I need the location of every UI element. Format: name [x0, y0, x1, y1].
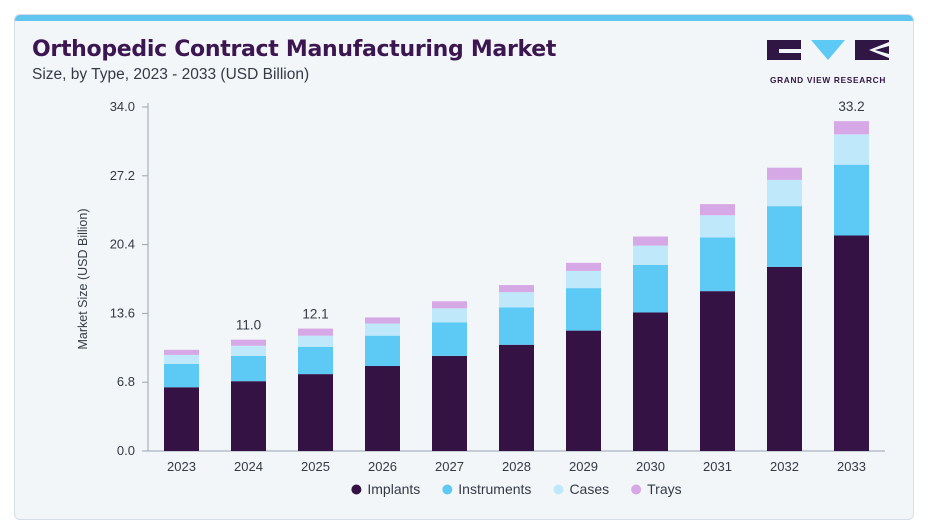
data-label: 12.1	[302, 307, 328, 322]
bar-trays-2028	[499, 285, 534, 293]
bar-cases-2027	[432, 308, 467, 323]
legend-label: Instruments	[458, 481, 531, 497]
bar-cases-2028	[499, 292, 534, 308]
x-tick-label: 2029	[569, 459, 598, 474]
bar-instruments-2023	[164, 363, 199, 388]
y-tick-label: 27.2	[110, 168, 135, 183]
x-tick-label: 2030	[636, 459, 665, 474]
bar-instruments-2026	[365, 335, 400, 367]
legend-swatch-implants	[351, 484, 362, 495]
bar-cases-2032	[767, 179, 802, 207]
bar-cases-2030	[633, 245, 668, 265]
logo-text: GRAND VIEW RESEARCH	[769, 75, 887, 85]
bar-trays-2024	[231, 339, 266, 346]
y-axis-title-group: Market Size (USD Billion)	[76, 208, 90, 349]
bar-implants-2026	[365, 366, 400, 451]
legend: Implants Instruments Cases Trays	[351, 481, 682, 497]
bar-cases-2023	[164, 354, 199, 364]
data-label: 33.2	[838, 99, 864, 114]
bar-instruments-2024	[231, 355, 266, 382]
bar-cases-2031	[700, 215, 735, 238]
x-tick-label: 2028	[502, 459, 531, 474]
bar-implants-2023	[164, 387, 199, 451]
y-axis-title: Market Size (USD Billion)	[76, 208, 90, 349]
legend-swatch-cases	[553, 484, 564, 495]
chart-subtitle: Size, by Type, 2023 - 2033 (USD Billion)	[32, 66, 310, 83]
bar-trays-2023	[164, 349, 199, 355]
accent-top-bar	[15, 15, 913, 21]
legend-label: Implants	[367, 481, 420, 497]
bar-implants-2032	[767, 266, 802, 451]
bar-instruments-2029	[566, 288, 601, 331]
x-tick-label: 2032	[770, 459, 799, 474]
legend-swatch-trays	[631, 484, 642, 495]
data-label: 11.0	[236, 318, 261, 333]
logo-mark-icon	[767, 40, 889, 60]
bar-trays-2030	[633, 236, 668, 246]
y-tick-label: 34.0	[110, 99, 135, 114]
y-tick-label: 13.6	[110, 305, 135, 320]
bar-instruments-2030	[633, 264, 668, 313]
bar-instruments-2033	[834, 164, 869, 236]
stacked-bar-chart: Market Size (USD Billion) 0.0 6.8 13.6 20.4…	[76, 99, 885, 497]
bar-implants-2031	[700, 291, 735, 451]
y-tick-label: 0.0	[117, 443, 135, 458]
legend-label: Cases	[569, 481, 609, 497]
bar-implants-2024	[231, 381, 266, 451]
y-tick-label: 20.4	[110, 237, 135, 252]
bar-trays-2025	[298, 328, 333, 336]
x-tick-label: 2024	[234, 459, 263, 474]
bar-trays-2029	[566, 262, 601, 271]
x-tick-label: 2023	[167, 459, 196, 474]
bar-trays-2027	[432, 301, 467, 309]
bar-implants-2033	[834, 235, 869, 451]
chart-card: Orthopedic Contract Manufacturing Market…	[14, 14, 914, 520]
y-tick-label: 6.8	[117, 374, 135, 389]
bar-trays-2031	[700, 204, 735, 216]
bar-trays-2026	[365, 317, 400, 324]
x-tick-label: 2031	[703, 459, 732, 474]
bar-instruments-2025	[298, 346, 333, 375]
bar-implants-2025	[298, 374, 333, 451]
y-tick-labels: 0.0 6.8 13.6 20.4 27.2 34.0	[110, 99, 148, 458]
bar-trays-2032	[767, 167, 802, 180]
x-tick-label: 2026	[368, 459, 397, 474]
bar-cases-2024	[231, 345, 266, 356]
bar-instruments-2031	[700, 237, 735, 292]
bar-instruments-2027	[432, 322, 467, 356]
x-tick-label: 2033	[837, 459, 866, 474]
legend-swatch-instruments	[442, 484, 453, 495]
bars	[164, 121, 869, 451]
bar-implants-2030	[633, 312, 668, 451]
bar-instruments-2028	[499, 307, 534, 345]
data-labels: 11.0 12.1 33.2	[236, 99, 865, 333]
x-tick-label: 2027	[435, 459, 464, 474]
bar-cases-2025	[298, 335, 333, 347]
bar-cases-2026	[365, 323, 400, 336]
bar-implants-2029	[566, 330, 601, 451]
chart-title: Orthopedic Contract Manufacturing Market	[32, 37, 557, 62]
x-tick-labels: 2023 2024 2025 2026 2027 2028 2029 2030 2031 2032…	[167, 459, 866, 474]
bar-cases-2029	[566, 270, 601, 289]
bar-instruments-2032	[767, 206, 802, 267]
legend-label: Trays	[647, 481, 681, 497]
bar-implants-2027	[432, 355, 467, 451]
bar-trays-2033	[834, 121, 869, 135]
grand-view-research-logo: GRAND VIEW RESEARCH	[765, 38, 891, 88]
x-tick-label: 2025	[301, 459, 330, 474]
bar-implants-2028	[499, 344, 534, 451]
bar-cases-2033	[834, 134, 869, 165]
